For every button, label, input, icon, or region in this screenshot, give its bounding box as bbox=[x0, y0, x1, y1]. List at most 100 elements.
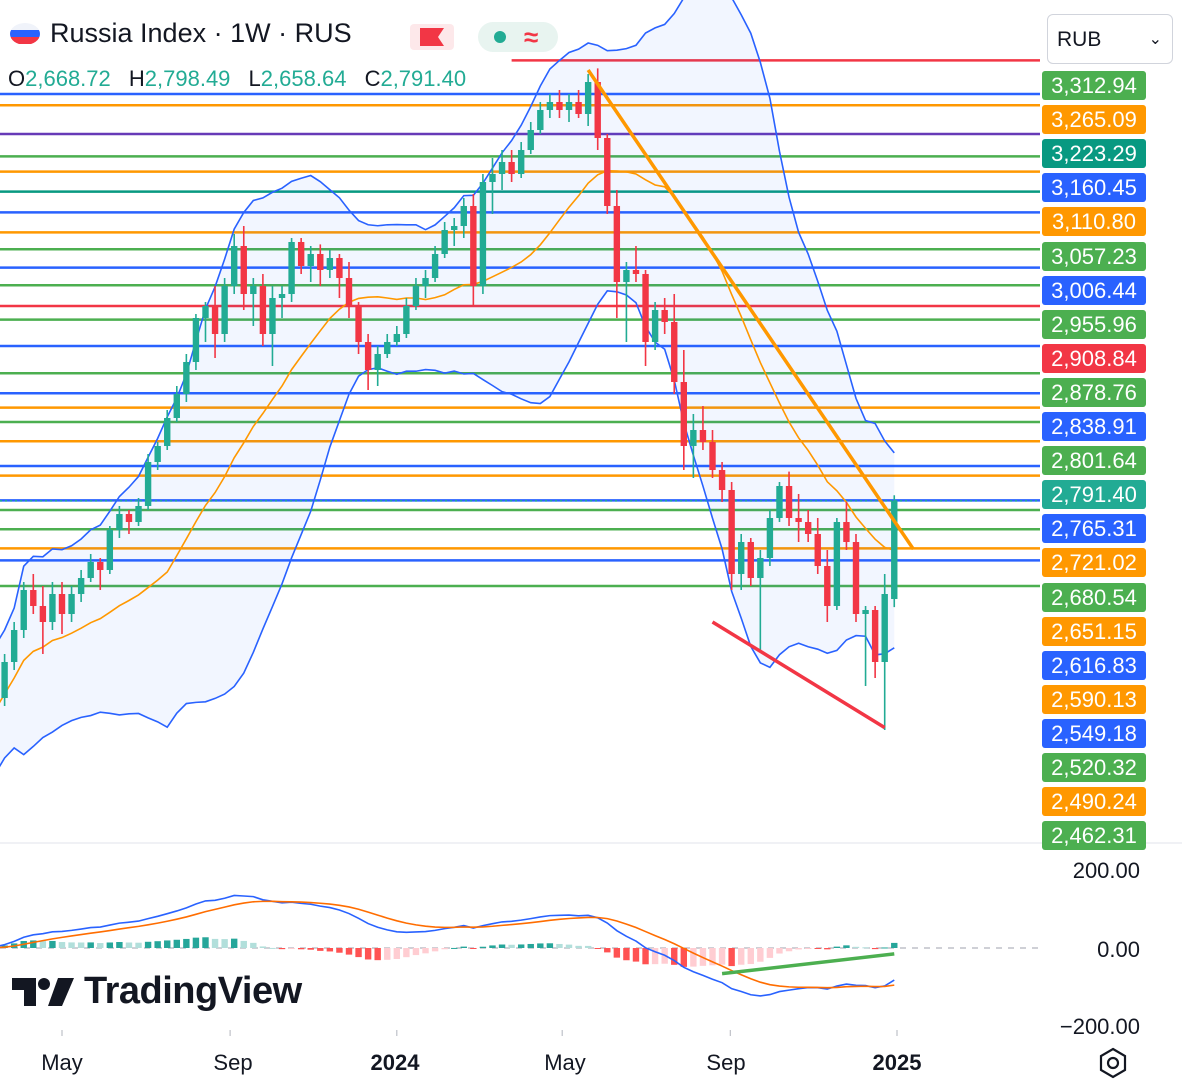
candle-2024-10-07[interactable] bbox=[776, 482, 783, 522]
candle-2023-06-19[interactable] bbox=[125, 510, 133, 534]
candle-2024-01-08[interactable] bbox=[403, 298, 410, 338]
candle-2023-11-27[interactable] bbox=[345, 262, 353, 318]
candle-2023-09-18[interactable] bbox=[250, 278, 257, 326]
candle-2023-05-01[interactable] bbox=[58, 582, 66, 634]
osc-divergence-line[interactable] bbox=[721, 952, 895, 976]
candle-2024-02-19[interactable] bbox=[460, 198, 467, 238]
candle-2024-06-24[interactable] bbox=[632, 246, 640, 282]
candle-2024-03-18[interactable] bbox=[498, 150, 506, 190]
candle-2023-06-26[interactable] bbox=[135, 498, 142, 526]
candle-2023-12-04[interactable] bbox=[355, 302, 362, 354]
candle-2024-11-04[interactable] bbox=[814, 518, 821, 574]
settings-icon[interactable] bbox=[1096, 1046, 1130, 1080]
candle-2024-05-06[interactable] bbox=[565, 94, 573, 122]
candle-2024-12-23[interactable] bbox=[881, 574, 888, 730]
red-flag-icon[interactable] bbox=[410, 24, 454, 50]
candle-2023-10-23[interactable] bbox=[297, 238, 305, 274]
candle-2024-09-30[interactable] bbox=[766, 510, 774, 566]
candle-2023-04-03[interactable] bbox=[20, 582, 27, 638]
candle-2024-02-05[interactable] bbox=[441, 222, 448, 258]
trendlines[interactable] bbox=[586, 69, 915, 730]
candle-2023-07-31[interactable] bbox=[183, 354, 190, 402]
candle-2024-02-12[interactable] bbox=[451, 218, 458, 246]
candle-2024-04-22[interactable] bbox=[546, 94, 554, 118]
candle-2024-08-26[interactable] bbox=[718, 462, 726, 502]
candle-2024-06-10[interactable] bbox=[613, 190, 621, 318]
candle-2024-12-09[interactable] bbox=[862, 606, 869, 686]
candle-2024-09-02[interactable] bbox=[728, 482, 735, 590]
candle-2024-12-02[interactable] bbox=[852, 534, 860, 622]
candle-2024-06-17[interactable] bbox=[623, 262, 630, 342]
candle-2024-01-29[interactable] bbox=[431, 246, 439, 282]
candle-2023-06-12[interactable] bbox=[116, 506, 123, 538]
candle-2023-08-21[interactable] bbox=[211, 286, 219, 358]
candle-2024-01-15[interactable] bbox=[412, 278, 420, 310]
candle-2024-04-01[interactable] bbox=[517, 142, 525, 178]
candle-2024-07-08[interactable] bbox=[651, 302, 659, 350]
candle-2023-03-27[interactable] bbox=[10, 622, 18, 670]
candle-2024-03-04[interactable] bbox=[479, 174, 487, 294]
candle-2023-10-30[interactable] bbox=[307, 246, 314, 282]
candle-2024-01-22[interactable] bbox=[422, 270, 429, 298]
candle-2023-09-11[interactable] bbox=[240, 226, 247, 310]
candle-2024-11-11[interactable] bbox=[824, 550, 831, 622]
candle-2024-10-21[interactable] bbox=[795, 494, 802, 542]
candle-2023-10-02[interactable] bbox=[269, 286, 276, 366]
candle-2023-04-17[interactable] bbox=[39, 586, 47, 654]
candle-2024-08-05[interactable] bbox=[690, 414, 697, 478]
candle-2024-03-25[interactable] bbox=[508, 150, 515, 182]
candle-2023-10-09[interactable] bbox=[278, 286, 286, 318]
candle-2023-10-16[interactable] bbox=[288, 238, 295, 302]
candle-2024-10-14[interactable] bbox=[785, 471, 793, 526]
candle-2024-02-26[interactable] bbox=[470, 194, 477, 306]
candle-2024-05-20[interactable] bbox=[584, 74, 592, 126]
candle-2024-11-25[interactable] bbox=[843, 502, 850, 550]
candle-2023-05-08[interactable] bbox=[68, 586, 75, 622]
candlestick-series[interactable] bbox=[0, 68, 898, 798]
candle-2023-04-10[interactable] bbox=[30, 574, 37, 614]
candle-2023-11-06[interactable] bbox=[317, 244, 324, 286]
candle-2024-12-30[interactable] bbox=[891, 495, 898, 608]
candle-2023-07-10[interactable] bbox=[154, 442, 161, 470]
candle-2024-03-11[interactable] bbox=[489, 158, 496, 214]
trendline-0[interactable] bbox=[586, 69, 915, 551]
candle-2024-10-28[interactable] bbox=[804, 510, 812, 542]
candle-2024-07-29[interactable] bbox=[680, 350, 688, 470]
candle-2024-09-09[interactable] bbox=[738, 534, 745, 590]
candle-2023-05-29[interactable] bbox=[97, 558, 104, 590]
candle-2024-09-16[interactable] bbox=[747, 538, 754, 586]
candle-2024-04-08[interactable] bbox=[527, 122, 534, 154]
candle-2024-08-19[interactable] bbox=[709, 430, 716, 478]
candle-2024-08-12[interactable] bbox=[699, 406, 707, 450]
candle-2023-03-20[interactable] bbox=[1, 654, 8, 706]
candle-2024-06-03[interactable] bbox=[604, 134, 611, 214]
candle-2023-07-17[interactable] bbox=[164, 410, 171, 450]
candle-2023-06-05[interactable] bbox=[106, 526, 114, 574]
candle-2023-09-04[interactable] bbox=[230, 234, 238, 294]
candle-2023-11-20[interactable] bbox=[336, 254, 343, 298]
candle-2023-11-13[interactable] bbox=[326, 250, 334, 278]
candle-2024-04-15[interactable] bbox=[537, 102, 544, 134]
candle-2023-12-18[interactable] bbox=[374, 346, 381, 386]
symbol-title[interactable]: Russia Index · 1W · RUS bbox=[10, 18, 352, 49]
candle-2023-04-24[interactable] bbox=[49, 582, 56, 630]
candle-2024-12-16[interactable] bbox=[871, 606, 879, 678]
candle-2023-12-25[interactable] bbox=[384, 334, 391, 358]
candle-2024-05-13[interactable] bbox=[575, 90, 582, 118]
candle-2023-07-24[interactable] bbox=[173, 386, 180, 422]
candle-2024-04-29[interactable] bbox=[556, 90, 563, 118]
candle-2023-05-15[interactable] bbox=[77, 570, 85, 602]
candle-2024-01-01[interactable] bbox=[393, 326, 401, 346]
candle-2023-05-22[interactable] bbox=[87, 554, 94, 582]
candle-2024-09-23[interactable] bbox=[757, 550, 764, 650]
tradingview-logo[interactable]: TradingView bbox=[12, 970, 302, 1013]
trendline-1[interactable] bbox=[711, 620, 886, 730]
candle-2023-09-25[interactable] bbox=[259, 274, 267, 346]
candle-2023-12-11[interactable] bbox=[364, 334, 372, 390]
candle-2024-07-22[interactable] bbox=[671, 294, 678, 394]
candle-2024-11-18[interactable] bbox=[833, 518, 841, 610]
currency-select[interactable]: RUB ⌄ bbox=[1047, 14, 1173, 64]
candle-2024-07-15[interactable] bbox=[661, 298, 668, 334]
candle-2023-08-28[interactable] bbox=[221, 278, 228, 342]
